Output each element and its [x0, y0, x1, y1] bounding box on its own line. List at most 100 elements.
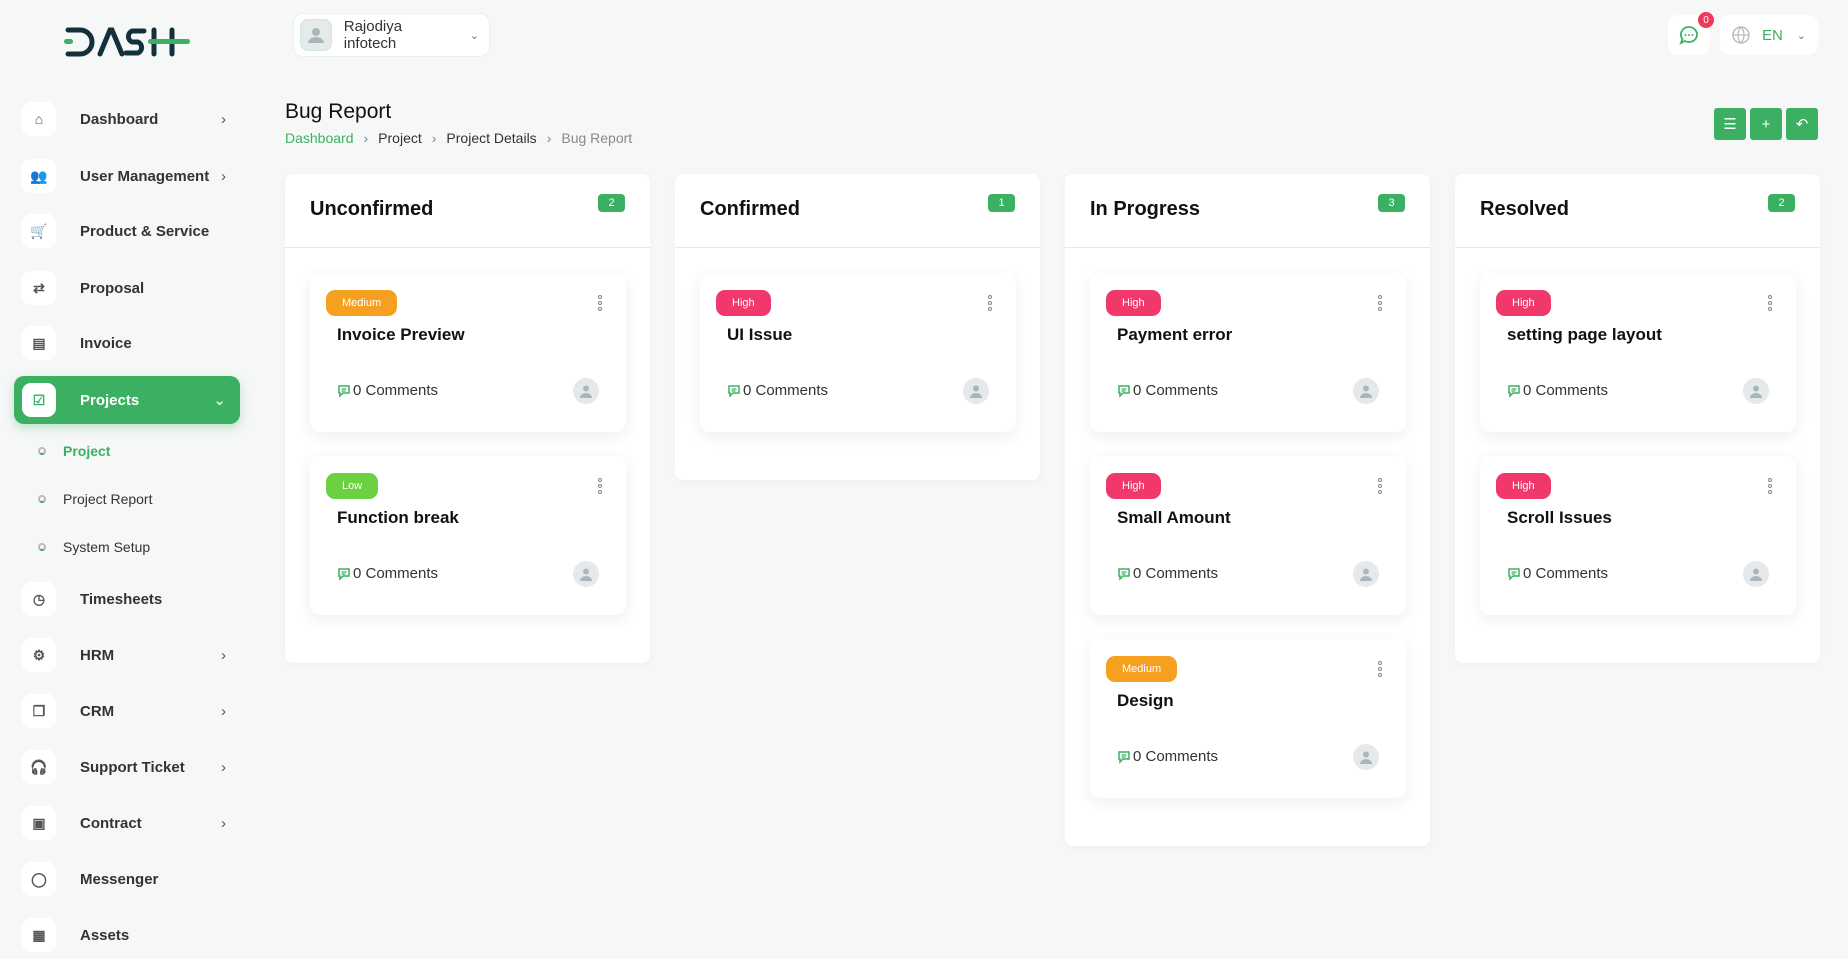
back-button[interactable]: ↶	[1786, 108, 1818, 140]
bug-title[interactable]: UI Issue	[727, 325, 793, 344]
column-resolved: Resolved 2 High setting page layout 0 Com…	[1455, 174, 1820, 663]
bullet-icon	[38, 543, 46, 551]
column-in-progress: In Progress 3 High Payment error 0 Commen…	[1065, 174, 1430, 846]
calculator-icon: ▦	[22, 918, 56, 952]
sidebar-item-messenger[interactable]: ◯ Messenger	[14, 855, 240, 903]
chevron-right-icon: ›	[221, 758, 226, 776]
bug-title[interactable]: Invoice Preview	[337, 325, 465, 344]
priority-badge: Medium	[1106, 656, 1178, 682]
bug-card[interactable]: High UI Issue 0 Comments	[700, 273, 1016, 432]
chevron-right-icon: ›	[221, 646, 226, 664]
proposal-icon: ⇄	[22, 271, 56, 305]
assignee-avatar-icon	[1743, 378, 1769, 404]
column-title: Resolved	[1480, 198, 1569, 220]
count-badge: 2	[598, 194, 625, 212]
column-header: In Progress 3	[1065, 174, 1430, 248]
list-view-button[interactable]: ☰	[1714, 108, 1746, 140]
chevron-down-icon: ⌄	[1796, 29, 1806, 42]
bug-card[interactable]: Low Function break 0 Comments	[310, 456, 626, 615]
sidebar-item-invoice[interactable]: ▤ Invoice	[14, 319, 240, 367]
sidebar-item-projects[interactable]: ☑ Projects ⌄	[14, 376, 240, 424]
more-options-icon[interactable]	[598, 295, 602, 313]
sidebar-item-label: Timesheets	[80, 590, 163, 608]
bug-card[interactable]: High Scroll Issues 0 Comments	[1480, 456, 1796, 615]
sidebar-subitem-label: Project	[63, 443, 111, 459]
sidebar-item-crm[interactable]: ❐ CRM ›	[14, 687, 240, 735]
more-options-icon[interactable]	[1768, 478, 1772, 496]
bug-title[interactable]: Payment error	[1117, 325, 1233, 344]
assignee-avatar-icon	[1353, 561, 1379, 587]
sidebar-item-assets[interactable]: ▦ Assets	[14, 911, 240, 959]
column-header: Resolved 2	[1455, 174, 1820, 248]
bug-title[interactable]: Design	[1117, 691, 1174, 710]
language-label: EN	[1762, 26, 1783, 44]
bug-card[interactable]: Medium Design 0 Comments	[1090, 639, 1406, 798]
message-icon: ◯	[22, 862, 56, 896]
sidebar-item-dashboard[interactable]: ⌂ Dashboard ›	[14, 95, 240, 143]
action-buttons: ☰ + ↶	[1714, 108, 1818, 140]
sidebar-subitem-project-report[interactable]: Project Report	[38, 491, 152, 507]
add-button[interactable]: +	[1750, 108, 1782, 140]
messages-button[interactable]: 0	[1668, 12, 1714, 55]
breadcrumb-project[interactable]: Project	[378, 130, 422, 146]
sidebar-item-support-ticket[interactable]: 🎧 Support Ticket ›	[14, 743, 240, 791]
column-title: In Progress	[1090, 198, 1201, 220]
sidebar-item-label: Support Ticket	[80, 758, 185, 776]
bug-title[interactable]: Function break	[337, 508, 459, 527]
contract-icon: ▣	[22, 806, 56, 840]
comment-icon	[338, 567, 350, 581]
comment-icon	[1118, 750, 1130, 764]
sidebar-item-user-management[interactable]: 👥 User Management ›	[14, 152, 240, 200]
list-icon: ☰	[1723, 116, 1737, 133]
sidebar-item-proposal[interactable]: ⇄ Proposal	[14, 264, 240, 312]
notification-badge: 0	[1698, 12, 1714, 28]
dash-logo[interactable]	[64, 26, 190, 58]
sidebar-item-hrm[interactable]: ⚙ HRM ›	[14, 631, 240, 679]
column-header: Unconfirmed 2	[285, 174, 650, 248]
priority-badge: High	[1106, 473, 1161, 499]
assignee-avatar-icon	[573, 378, 599, 404]
sidebar-item-timesheets[interactable]: ◷ Timesheets	[14, 575, 240, 623]
breadcrumb-current: Bug Report	[561, 130, 633, 146]
column-confirmed: Confirmed 1 High UI Issue 0 Comments	[675, 174, 1040, 480]
priority-badge: Medium	[326, 290, 398, 316]
assignee-avatar-icon	[1353, 378, 1379, 404]
sidebar-item-label: Messenger	[80, 870, 159, 888]
breadcrumb: Dashboard › Project › Project Details › Bug…	[285, 130, 633, 146]
more-options-icon[interactable]	[1378, 478, 1382, 496]
more-options-icon[interactable]	[598, 478, 602, 496]
sidebar-subitem-system-setup[interactable]: System Setup	[38, 539, 150, 555]
comment-icon	[1118, 384, 1130, 398]
home-icon: ⌂	[22, 102, 56, 136]
chevron-right-icon: ›	[221, 167, 226, 185]
sidebar-subitem-project[interactable]: Project	[38, 443, 110, 459]
priority-badge: Low	[326, 473, 379, 499]
language-selector[interactable]: EN ⌄	[1720, 15, 1818, 55]
bug-title[interactable]: Scroll Issues	[1507, 508, 1612, 527]
bug-card[interactable]: Medium Invoice Preview 0 Comments	[310, 273, 626, 432]
sidebar-subitem-label: Project Report	[63, 491, 153, 507]
bug-card[interactable]: High setting page layout 0 Comments	[1480, 273, 1796, 432]
chevron-right-icon: ›	[221, 110, 226, 128]
sidebar-item-contract[interactable]: ▣ Contract ›	[14, 799, 240, 847]
column-title: Unconfirmed	[310, 198, 434, 220]
more-options-icon[interactable]	[988, 295, 992, 313]
company-selector[interactable]: Rajodiya infotech ⌄	[293, 13, 490, 57]
sidebar-subitem-label: System Setup	[63, 539, 151, 555]
bug-card[interactable]: High Small Amount 0 Comments	[1090, 456, 1406, 615]
comments-count: 0 Comments	[727, 382, 828, 399]
breadcrumb-project-details[interactable]: Project Details	[446, 130, 537, 146]
more-options-icon[interactable]	[1378, 295, 1382, 313]
comment-icon	[1118, 567, 1130, 581]
bug-title[interactable]: Small Amount	[1117, 508, 1231, 527]
bug-title[interactable]: setting page layout	[1507, 325, 1662, 344]
priority-badge: High	[716, 290, 771, 316]
sidebar-item-label: Projects	[80, 391, 140, 409]
sidebar-item-product-service[interactable]: 🛒 Product & Service	[14, 207, 240, 255]
bug-card[interactable]: High Payment error 0 Comments	[1090, 273, 1406, 432]
more-options-icon[interactable]	[1768, 295, 1772, 313]
breadcrumb-dashboard[interactable]: Dashboard	[285, 130, 354, 146]
more-options-icon[interactable]	[1378, 661, 1382, 679]
comments-count: 0 Comments	[1117, 565, 1218, 582]
comments-count: 0 Comments	[1507, 565, 1608, 582]
